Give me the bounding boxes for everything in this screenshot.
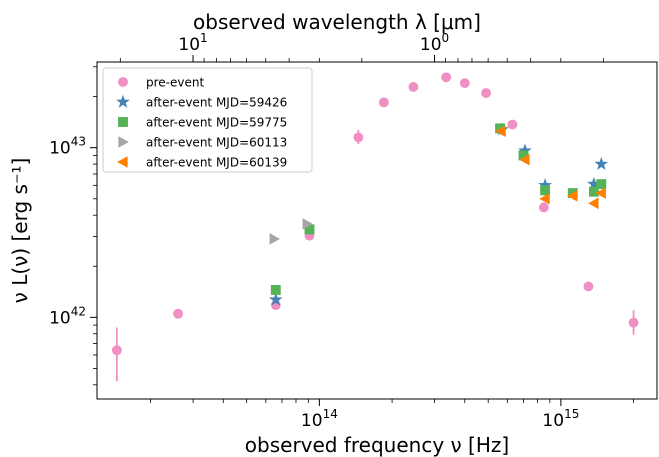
legend-label: after-event MJD=59426 [146, 96, 287, 110]
legend-box [102, 67, 313, 173]
x-tick-label: 1014 [301, 407, 338, 431]
legend-marker [118, 77, 128, 87]
data-point-circle [378, 97, 389, 108]
axis-ticks: 1014 1015 1042 1043 101 100 [49, 31, 634, 431]
data-point-circle [111, 345, 122, 356]
data-point-star [587, 176, 601, 190]
data-point-circle [441, 72, 452, 83]
data-point-square [304, 224, 315, 235]
data-point-star [538, 178, 552, 192]
y-tick-label: 1042 [49, 304, 86, 328]
data-point-circle [353, 132, 364, 143]
top-tick-label: 101 [178, 31, 207, 55]
data-point-circle [408, 82, 419, 92]
data-point-triangle-left [588, 197, 599, 210]
data-point-circle [481, 88, 492, 98]
y-tick-label: 1043 [49, 135, 86, 159]
data-point-circle [583, 281, 594, 292]
data-point-circle [507, 119, 518, 130]
legend-marker [118, 136, 129, 148]
data-point-circle [173, 308, 184, 319]
x-axis-label: observed frequency ν [Hz] [245, 433, 509, 457]
data-point-triangle-left [595, 187, 606, 199]
data-points [111, 72, 639, 356]
data-point-triangle-left [519, 153, 530, 166]
legend-marker [118, 117, 128, 127]
legend-marker [116, 94, 130, 108]
legend: pre-event after-event MJD=59426 after-even… [102, 67, 313, 173]
data-point-square [540, 185, 551, 196]
data-point-square [518, 150, 529, 161]
data-point-triangle-right [302, 218, 313, 230]
data-point-star [518, 143, 532, 157]
data-point-triangle-right [269, 233, 281, 245]
top-tick-label: 100 [420, 31, 449, 55]
data-point-circle [459, 78, 470, 89]
legend-label: after-event MJD=59775 [146, 116, 287, 130]
data-point-triangle-left [495, 125, 506, 138]
plot-frame [96, 61, 658, 400]
data-point-circle [538, 202, 549, 213]
data-point-square [596, 179, 607, 190]
x-tick-label: 1015 [542, 407, 579, 431]
legend-label: after-event MJD=60139 [146, 156, 287, 170]
data-point-star [594, 156, 609, 170]
data-point-square [495, 123, 506, 134]
y-axis-label: ν L(ν) [erg s⁻¹] [8, 158, 32, 304]
legend-label: pre-event [146, 76, 204, 90]
legend-label: after-event MJD=60113 [146, 136, 287, 150]
data-point-triangle-left [566, 190, 578, 202]
top-axis-label: observed wavelength λ [μm] [193, 10, 481, 34]
data-point-circle [628, 317, 639, 328]
data-point-triangle-left [539, 192, 550, 205]
data-point-star [268, 292, 283, 306]
legend-marker [117, 156, 128, 168]
data-point-square [270, 285, 281, 295]
data-point-square [588, 186, 599, 197]
